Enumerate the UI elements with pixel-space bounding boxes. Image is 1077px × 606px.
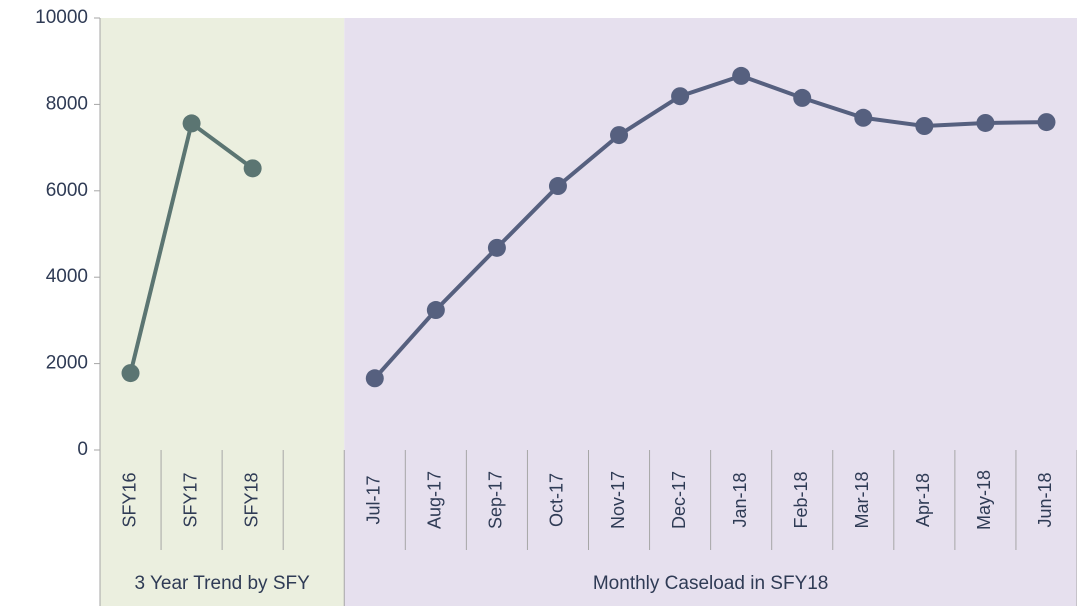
x-tick-label: Sep-17 xyxy=(486,471,506,529)
data-point xyxy=(121,364,140,383)
data-point xyxy=(671,87,690,106)
data-point xyxy=(610,126,629,145)
data-point xyxy=(732,66,751,85)
data-point xyxy=(243,159,262,178)
data-point xyxy=(487,238,506,257)
x-tick-label: SFY16 xyxy=(119,472,139,527)
x-tick-label: May-18 xyxy=(974,470,994,530)
x-tick-label: Jan-18 xyxy=(730,472,750,527)
series-line xyxy=(373,73,1047,380)
data-point xyxy=(976,113,995,132)
data-point xyxy=(548,177,567,196)
group-label: Monthly Caseload in SFY18 xyxy=(593,573,829,594)
y-tick-label: 6000 xyxy=(46,180,88,201)
x-tick-label: Mar-18 xyxy=(852,471,872,528)
x-tick-label: Oct-17 xyxy=(547,473,567,527)
y-tick-label: 8000 xyxy=(46,93,88,114)
data-point xyxy=(915,117,934,135)
y-tick-label: 0 xyxy=(77,439,88,460)
group-label: 3 Year Trend by SFY xyxy=(134,573,310,594)
x-tick-label: Dec-17 xyxy=(669,471,689,529)
data-point xyxy=(426,301,445,320)
y-tick-label: 4000 xyxy=(46,266,88,287)
x-tick-label: Feb-18 xyxy=(791,471,811,528)
x-tick-label: Nov-17 xyxy=(608,471,628,529)
x-tick-label: Apr-18 xyxy=(913,473,933,527)
data-point xyxy=(854,108,873,127)
data-point xyxy=(793,88,812,107)
x-tick-label: Jul-17 xyxy=(364,475,384,524)
x-tick-label: SFY18 xyxy=(241,472,261,527)
x-tick-label: Jun-18 xyxy=(1035,472,1055,527)
data-point xyxy=(365,369,384,388)
y-tick-label: 2000 xyxy=(46,353,88,374)
y-tick-label: 10000 xyxy=(35,7,88,28)
data-point xyxy=(182,114,201,133)
x-tick-label: SFY17 xyxy=(180,472,200,527)
x-tick-label: Aug-17 xyxy=(425,471,445,529)
data-point xyxy=(1037,113,1056,132)
